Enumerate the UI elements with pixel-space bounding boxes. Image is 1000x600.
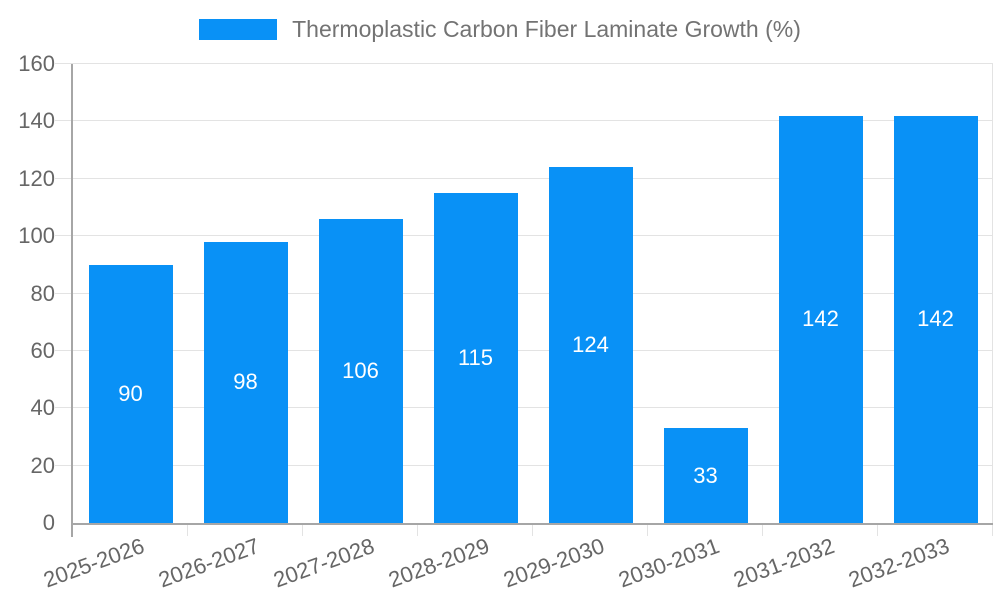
y-tick-label: 120 xyxy=(18,165,55,191)
y-axis-line xyxy=(71,64,73,537)
bar-value-label: 124 xyxy=(572,332,609,358)
gridline xyxy=(55,63,993,64)
x-axis-tick xyxy=(302,523,303,536)
bar-value-label: 142 xyxy=(802,306,839,332)
y-tick-label: 140 xyxy=(18,108,55,134)
legend-swatch-icon xyxy=(199,19,278,40)
y-tick-label: 20 xyxy=(30,452,55,478)
x-axis-tick xyxy=(877,523,878,536)
gridline xyxy=(55,292,993,294)
y-tick-label: 160 xyxy=(18,51,55,76)
bar-value-label: 90 xyxy=(118,380,143,406)
y-tick-label: 60 xyxy=(30,337,55,363)
gridline xyxy=(55,407,993,409)
bar-2028-2029[interactable]: 115 xyxy=(433,193,518,523)
gridline-right-boundary xyxy=(992,64,993,535)
x-axis-tick xyxy=(532,523,533,536)
bar-2030-2031[interactable]: 33 xyxy=(663,428,748,523)
bar-value-label: 115 xyxy=(457,345,494,371)
gridline xyxy=(55,349,993,351)
y-tick-label: 100 xyxy=(18,223,55,249)
y-tick-label: 80 xyxy=(30,280,55,306)
bar-2027-2028[interactable]: 106 xyxy=(318,218,403,523)
x-axis-tick xyxy=(992,523,993,536)
bar-value-label: 98 xyxy=(233,369,258,395)
bar-2026-2027[interactable]: 98 xyxy=(203,241,288,523)
gridline xyxy=(55,235,993,237)
gridline xyxy=(55,177,993,179)
bar-value-label: 33 xyxy=(693,462,718,488)
x-axis-tick xyxy=(647,523,648,536)
bar-2032-2033[interactable]: 142 xyxy=(893,115,978,523)
x-axis-tick xyxy=(762,523,763,536)
x-axis-tick xyxy=(417,523,418,536)
plot-area: 0 20 40 60 80 100 120 140 160 90 98 106 115 124 33 142 1… xyxy=(18,52,993,592)
legend-item[interactable]: Thermoplastic Carbon Fiber Laminate Grow… xyxy=(199,16,801,43)
bar-2029-2030[interactable]: 124 xyxy=(548,167,633,523)
x-axis-line xyxy=(71,523,993,525)
bar-2025-2026[interactable]: 90 xyxy=(88,264,173,523)
y-tick-label: 40 xyxy=(30,395,55,421)
gridline xyxy=(55,464,993,466)
legend: Thermoplastic Carbon Fiber Laminate Grow… xyxy=(0,16,1000,43)
bar-value-label: 142 xyxy=(917,306,954,332)
y-tick-label: 0 xyxy=(42,510,55,535)
legend-label: Thermoplastic Carbon Fiber Laminate Grow… xyxy=(292,16,801,42)
gridline xyxy=(55,120,993,122)
bar-2031-2032[interactable]: 142 xyxy=(778,115,863,523)
bar-value-label: 106 xyxy=(342,357,379,383)
x-axis-tick xyxy=(187,523,188,536)
